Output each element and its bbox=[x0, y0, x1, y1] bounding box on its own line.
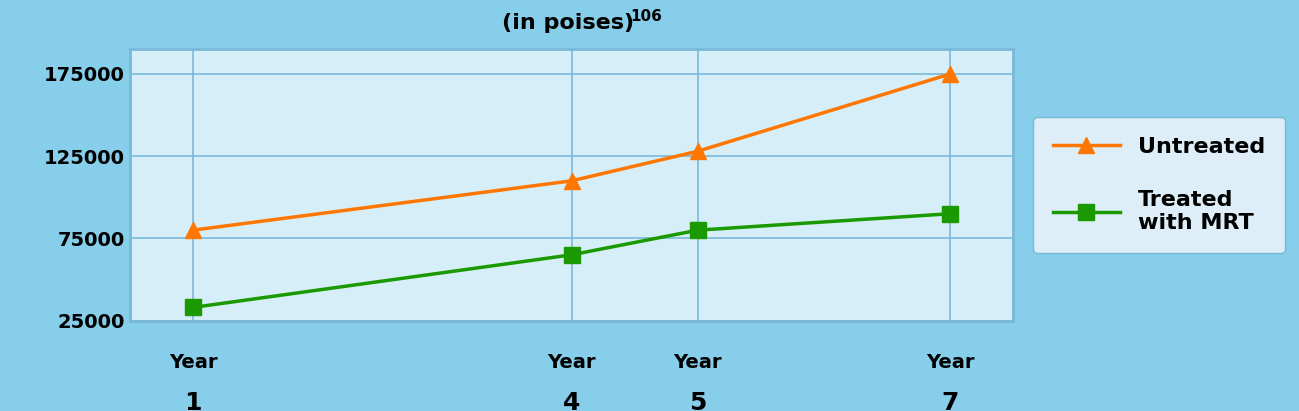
Legend: Untreated, Treated
with MRT: Untreated, Treated with MRT bbox=[1033, 117, 1285, 253]
Text: 4: 4 bbox=[562, 391, 581, 411]
Text: Year: Year bbox=[169, 353, 217, 372]
Text: 7: 7 bbox=[942, 391, 959, 411]
Text: Year: Year bbox=[547, 353, 596, 372]
Text: 5: 5 bbox=[688, 391, 707, 411]
Text: Year: Year bbox=[673, 353, 722, 372]
Text: 1: 1 bbox=[184, 391, 201, 411]
Text: Year: Year bbox=[926, 353, 974, 372]
Text: (in poises): (in poises) bbox=[501, 13, 642, 33]
Text: 106: 106 bbox=[631, 9, 662, 23]
